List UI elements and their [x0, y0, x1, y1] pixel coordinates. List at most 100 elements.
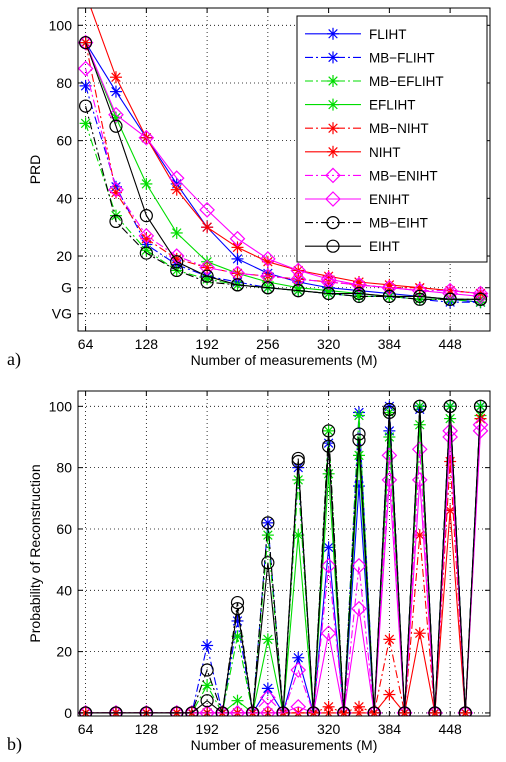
data-point: [199, 202, 215, 218]
data-point: [109, 214, 123, 229]
data-point: [383, 633, 396, 646]
data-point: [351, 277, 367, 293]
data-point: [261, 281, 275, 295]
legend-label: ENIHT: [369, 192, 410, 207]
data-point: [231, 614, 244, 627]
x-tick-label: 320: [317, 336, 341, 352]
data-point: [472, 285, 489, 302]
data-point: [352, 286, 366, 301]
data-point: [261, 682, 274, 695]
data-point: [140, 177, 153, 190]
x-axis-label: Number of measurements (M): [191, 352, 378, 368]
data-point: [305, 705, 322, 716]
data-point: [351, 557, 367, 574]
data-point: [413, 418, 426, 431]
y-tick-label: 100: [49, 398, 73, 414]
data-point: [322, 424, 335, 437]
data-point: [246, 706, 260, 716]
panel-label: a): [7, 349, 21, 370]
x-tick-label: 448: [438, 336, 462, 352]
legend-entry-efliht: EFLIHT: [305, 98, 416, 113]
grid: [78, 391, 490, 716]
data-point: [382, 289, 396, 303]
x-tick-label: 384: [378, 721, 402, 737]
series-eniht: [78, 423, 489, 716]
legend-entry-fliht: FLIHT: [305, 27, 407, 42]
legend-marker: [325, 191, 341, 207]
data-point: [185, 706, 199, 716]
legend-marker: [327, 145, 339, 158]
data-point: [472, 288, 489, 305]
legend: FLIHT MB−FLIHT MB−EFLIHT EFLIHT MB−NIHT NIHT M…: [296, 15, 488, 263]
data-point: [457, 705, 474, 716]
prd-chart: 64 128 192 256 320 384 448 100 80 60 40 20 G VG Number…: [7, 7, 491, 370]
data-point: [442, 285, 458, 302]
data-point: [352, 433, 366, 447]
x-tick-label: 384: [378, 336, 402, 352]
y-tick-label: 100: [49, 17, 73, 33]
data-point: [109, 706, 123, 716]
data-point: [201, 679, 214, 692]
plot-area: [78, 399, 489, 716]
data-point: [184, 705, 200, 716]
data-point: [168, 170, 185, 187]
data-point: [108, 705, 124, 716]
data-point: [367, 706, 381, 716]
data-point: [411, 441, 428, 458]
data-point: [231, 241, 244, 254]
data-point: [229, 230, 246, 247]
y-tick-label: 80: [56, 75, 72, 91]
data-point: [413, 289, 427, 303]
data-point: [260, 689, 276, 706]
legend-entry-mb-fliht: MB−FLIHT: [305, 50, 435, 65]
legend-label: FLIHT: [369, 27, 407, 42]
data-point: [170, 183, 183, 196]
data-point: [215, 706, 229, 716]
data-point: [200, 663, 214, 677]
legend-marker: [327, 122, 339, 135]
legend-label: MB−EIHT: [369, 216, 428, 231]
legend-entry-niht: NIHT: [305, 145, 401, 160]
axes-frame: [77, 7, 491, 332]
data-point: [352, 449, 365, 462]
data-point: [473, 292, 488, 306]
legend-label: NIHT: [369, 145, 401, 160]
series-eiht: [78, 399, 488, 716]
data-point: [199, 259, 215, 276]
data-point: [291, 284, 305, 298]
data-point: [78, 36, 93, 50]
x-tick-label: 320: [317, 721, 341, 737]
data-point: [411, 472, 428, 488]
data-point: [351, 600, 367, 617]
legend-marker: [327, 75, 339, 87]
data-point: [306, 706, 321, 716]
data-point: [261, 516, 275, 530]
x-tick-label: 64: [78, 721, 94, 737]
data-point: [290, 271, 307, 287]
data-point: [260, 251, 276, 267]
data-point: [139, 209, 153, 223]
data-point: [261, 529, 274, 542]
reconstruction-probability-chart: 64 128 192 256 320 384 448 0 20 40 60 80 100 Number o…: [7, 390, 491, 755]
data-point: [292, 651, 305, 664]
y-axis-label: PRD: [27, 155, 43, 185]
series-line: [85, 406, 482, 714]
data-point: [200, 694, 214, 708]
data-point: [260, 268, 276, 285]
data-point: [261, 633, 274, 646]
data-point: [275, 705, 291, 716]
data-point: [199, 705, 215, 716]
series-eniht: [78, 34, 489, 305]
data-point: [322, 424, 336, 438]
data-point: [411, 282, 428, 299]
data-point: [139, 706, 153, 716]
data-point: [442, 429, 458, 445]
legend-marker: [326, 216, 340, 230]
x-tick-label: 256: [256, 336, 280, 352]
data-point: [276, 706, 290, 716]
data-point: [443, 292, 457, 306]
series-line: [85, 42, 481, 297]
y-tick-label: 60: [56, 521, 72, 537]
x-tick-label: 128: [135, 336, 159, 352]
data-point: [229, 705, 246, 716]
